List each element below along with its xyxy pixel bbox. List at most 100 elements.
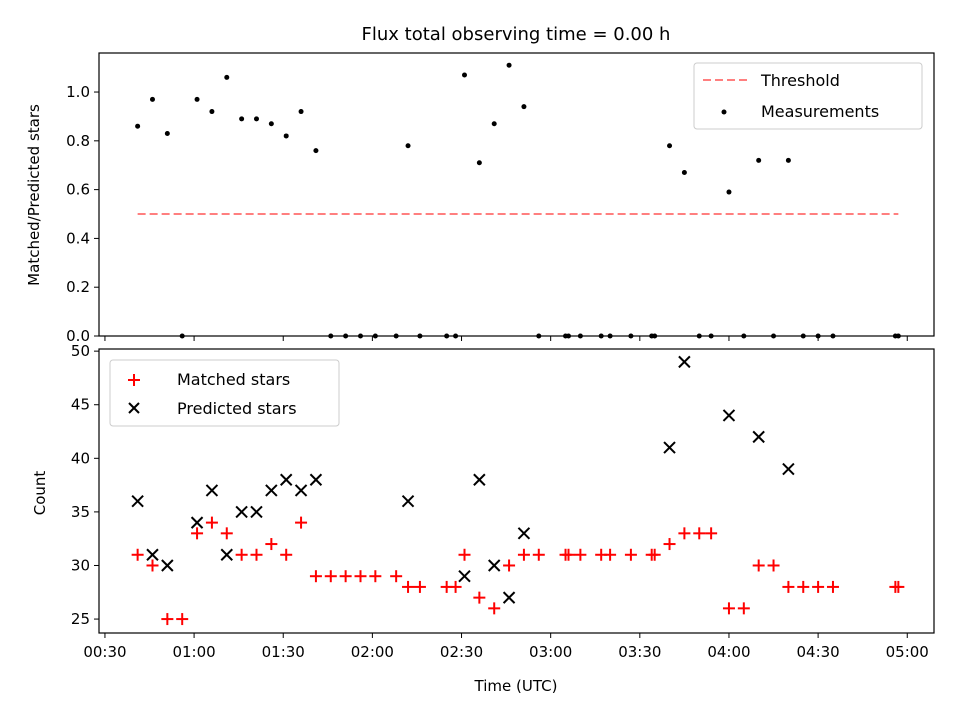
matched-star-marker (574, 548, 587, 561)
measurement-point (283, 133, 289, 139)
measurement-point (681, 170, 687, 176)
ratio-x-ticks (104, 336, 908, 341)
predicted-star-marker (265, 484, 278, 497)
count-x-tick-label: 05:00 (886, 643, 929, 661)
count-x-tick-label: 01:00 (172, 643, 215, 661)
count-x-tick-label: 03:30 (618, 643, 661, 661)
measurement-point (521, 104, 527, 110)
predicted-legend-label: Predicted stars (177, 399, 297, 418)
measurement-point (149, 96, 155, 102)
predicted-star-marker (309, 473, 323, 486)
ratio-y-tick-label: 0.0 (66, 327, 90, 345)
measurement-point (491, 121, 497, 127)
ratio-panel: Flux total observing time = 0.00 h Match… (25, 24, 935, 345)
matched-star-marker (503, 559, 516, 572)
measurement-point (476, 160, 482, 166)
measurement-point (405, 143, 411, 149)
matched-star-marker (146, 559, 159, 572)
count-x-tick-label: 01:30 (262, 643, 305, 661)
measurement-point (461, 72, 467, 78)
ratio-y-tick-label: 1.0 (66, 83, 90, 101)
matched-star-marker (812, 580, 825, 593)
measurement-point (209, 109, 215, 115)
measurement-point (667, 143, 673, 149)
ratio-y-tick-label: 0.2 (66, 278, 90, 296)
count-legend: Matched stars Predicted stars (109, 359, 340, 427)
matched-star-marker (339, 570, 352, 583)
matched-star-marker (191, 527, 204, 540)
matched-star-marker (517, 548, 530, 561)
matched-legend-swatch (128, 374, 140, 386)
x-axis-label: Time (UTC) (474, 677, 558, 695)
matched-star-marker (295, 516, 308, 529)
count-y-tick-label: 45 (71, 396, 90, 414)
measurements-legend-swatch (721, 109, 727, 115)
predicted-stars-points (131, 355, 795, 604)
measurement-point (194, 96, 200, 102)
matched-star-marker (562, 548, 575, 561)
predicted-star-marker (663, 441, 676, 454)
matched-star-marker (737, 602, 750, 615)
ratio-legend: Threshold Measurements (693, 62, 923, 130)
ratio-y-tick-label: 0.8 (66, 132, 90, 150)
predicted-star-marker (473, 473, 486, 486)
measurement-point (224, 74, 230, 80)
matched-star-marker (369, 570, 382, 583)
matched-legend-label: Matched stars (177, 370, 290, 389)
count-legend-box (109, 359, 340, 427)
predicted-star-marker (401, 494, 415, 508)
matched-star-marker (250, 548, 263, 561)
predicted-legend-swatch (128, 402, 140, 414)
matched-star-marker (265, 538, 278, 551)
matched-star-marker (767, 559, 780, 572)
count-x-tick-label: 03:00 (529, 643, 572, 661)
predicted-star-marker (458, 569, 471, 583)
predicted-star-marker (752, 430, 765, 444)
count-x-ticks: 00:30 01:00 01:30 02:00 02:30 03:00 03:30 04:00… (83, 633, 929, 661)
count-x-tick-label: 04:30 (796, 643, 839, 661)
matched-star-marker (624, 548, 637, 561)
predicted-star-marker (517, 527, 531, 540)
matched-star-marker (722, 602, 735, 615)
matched-star-marker (663, 538, 676, 551)
matched-star-marker (473, 591, 486, 604)
measurement-point (239, 116, 245, 122)
predicted-star-marker (146, 548, 159, 561)
predicted-star-marker (161, 559, 174, 572)
matched-star-marker (390, 570, 403, 583)
measurement-point (756, 157, 762, 163)
predicted-star-marker (294, 484, 308, 497)
count-x-tick-label: 00:30 (83, 643, 126, 661)
matched-star-marker (693, 527, 706, 540)
matched-star-marker (449, 580, 462, 593)
predicted-star-marker (250, 505, 263, 519)
matched-stars-points (131, 516, 905, 626)
count-y-axis-label: Count (31, 471, 49, 516)
measurement-point (506, 62, 512, 68)
measurement-point (135, 123, 141, 129)
matched-star-marker (826, 580, 839, 593)
matched-star-marker (752, 559, 765, 572)
matched-star-marker (205, 516, 218, 529)
measurement-point (298, 109, 304, 115)
count-x-tick-label: 02:00 (351, 643, 394, 661)
predicted-star-marker (722, 409, 736, 422)
measurement-point (268, 121, 274, 127)
ratio-plot-frame (98, 52, 935, 337)
matched-star-marker (324, 570, 337, 583)
matched-star-marker (220, 527, 233, 540)
predicted-star-marker (220, 548, 233, 561)
measurement-point (726, 189, 732, 195)
predicted-star-marker (235, 505, 248, 519)
predicted-star-marker (131, 494, 144, 508)
matched-star-marker (532, 548, 545, 561)
matched-star-marker (705, 527, 718, 540)
matched-star-marker (235, 548, 248, 561)
matched-star-marker (413, 580, 426, 593)
matched-star-marker (354, 570, 367, 583)
count-y-tick-label: 30 (71, 556, 90, 574)
count-x-tick-label: 04:00 (707, 643, 750, 661)
matched-star-marker (402, 580, 415, 593)
count-plot-frame (98, 348, 935, 634)
predicted-star-marker (205, 484, 219, 497)
